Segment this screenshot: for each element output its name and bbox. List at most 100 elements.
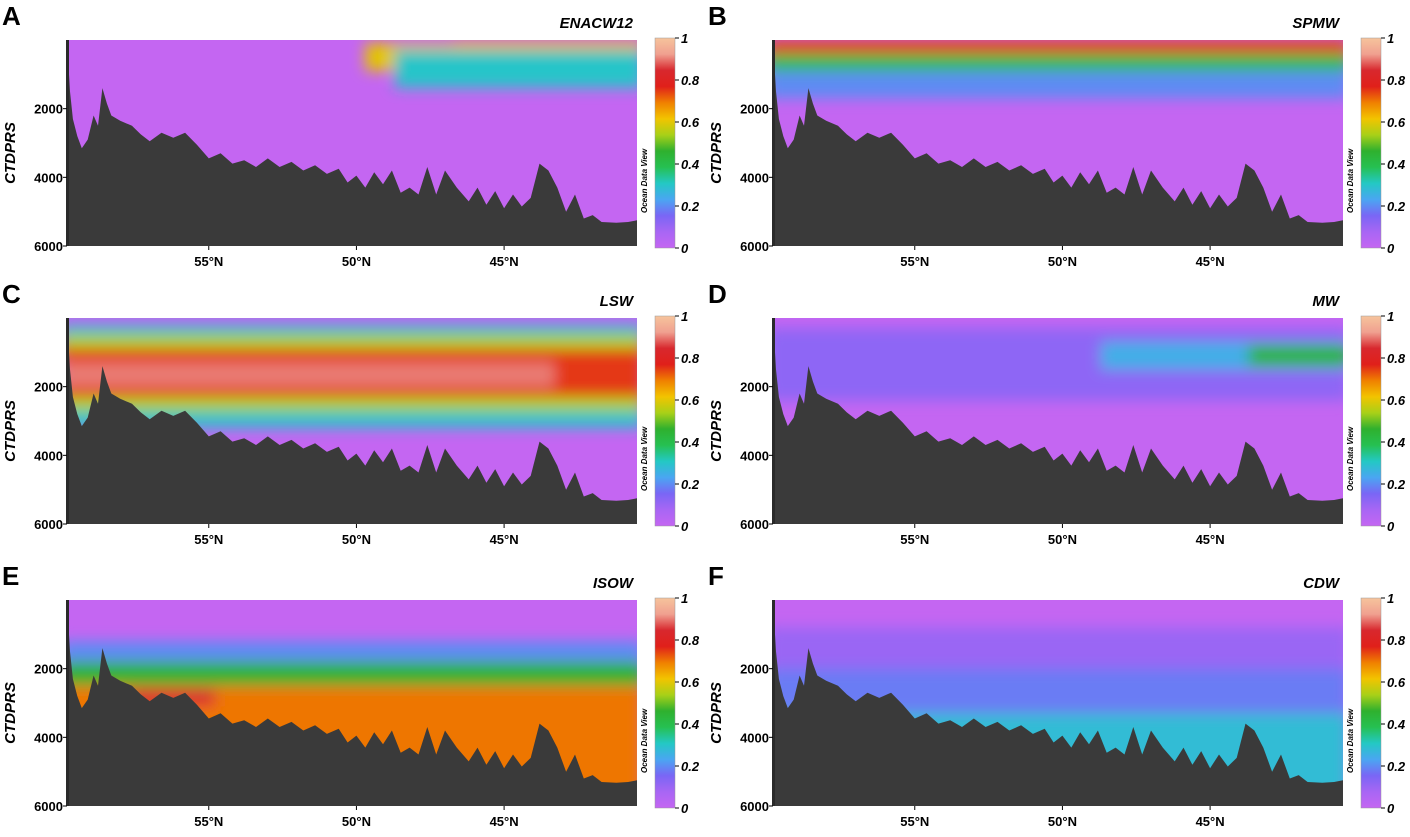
colorbar-tick-label: 0.4	[681, 157, 700, 172]
colorbar	[1360, 37, 1382, 249]
odv-watermark: Ocean Data View	[640, 426, 649, 491]
bathymetry	[67, 600, 637, 806]
x-tick-label: 45°N	[490, 814, 519, 829]
colorbar-tick-label: 0.2	[681, 759, 700, 774]
panel-title: MW	[1312, 293, 1340, 310]
y-tick-label: 4000	[34, 448, 63, 463]
colorbar-tick-label: 0.6	[1387, 393, 1406, 408]
colorbar-tick-label: 0.4	[1387, 157, 1406, 172]
y-axis-label: CTDPRS	[708, 400, 725, 462]
plot-left-edge	[772, 40, 775, 246]
colorbar-tick-label: 0.8	[1387, 351, 1406, 366]
colorbar-tick-label: 0.2	[681, 477, 700, 492]
y-axis-label: CTDPRS	[2, 400, 19, 462]
y-tick-label: 4000	[34, 170, 63, 185]
odv-watermark: Ocean Data View	[640, 148, 649, 213]
y-tick-label: 4000	[740, 448, 769, 463]
panel-letter: C	[2, 279, 21, 309]
colorbar-tick-label: 0.6	[1387, 675, 1406, 690]
panel-title: ENACW12	[560, 15, 634, 32]
odv-watermark: Ocean Data View	[1346, 708, 1355, 773]
panel-letter: F	[708, 561, 724, 591]
colorbar-tick-label: 0.2	[681, 199, 700, 214]
colorbar	[1360, 315, 1382, 527]
panel-letter: E	[2, 561, 19, 591]
y-tick-label: 4000	[740, 730, 769, 745]
x-tick-label: 50°N	[342, 814, 371, 829]
x-tick-label: 50°N	[342, 254, 371, 269]
colorbar-tick-label: 1	[1387, 591, 1394, 606]
field-bands	[773, 40, 1343, 99]
bathymetry	[67, 40, 637, 246]
y-axis-label: CTDPRS	[2, 122, 19, 184]
colorbar-tick-label: 1	[1387, 309, 1394, 324]
x-tick-label: 45°N	[490, 254, 519, 269]
x-tick-label: 55°N	[900, 532, 929, 547]
colorbar-tick-label: 0	[681, 801, 689, 816]
panel-a: A ENACW12 CTDPRS 2000 4000 6000 55°N 50°N 45°N Oc…	[2, 1, 700, 269]
colorbar-tick-label: 0.8	[681, 633, 700, 648]
x-tick-label: 55°N	[900, 814, 929, 829]
x-tick-label: 45°N	[1196, 254, 1225, 269]
y-tick-label: 2000	[34, 662, 63, 677]
plot-left-edge	[66, 600, 69, 806]
y-tick-label: 2000	[740, 102, 769, 117]
x-tick-label: 50°N	[342, 532, 371, 547]
colorbar-tick-label: 0.6	[1387, 115, 1406, 130]
colorbar-tick-label: 0	[681, 519, 689, 534]
y-tick-label: 6000	[740, 799, 769, 814]
plot-left-edge	[66, 318, 69, 524]
panel-c: C LSW CTDPRS 2000 4000 6000 55°N 50°N 45°N Ocean …	[2, 279, 700, 547]
colorbar-tick-label: 0.8	[1387, 633, 1406, 648]
bathymetry	[67, 318, 637, 524]
bathymetry	[773, 40, 1343, 246]
y-tick-label: 6000	[34, 799, 63, 814]
panel-d: D MW CTDPRS 2000 4000 6000 55°N 50°N 45°N Ocean D…	[708, 279, 1406, 547]
x-tick-label: 55°N	[194, 254, 223, 269]
panel-letter: B	[708, 1, 727, 31]
x-tick-label: 50°N	[1048, 532, 1077, 547]
plot-left-edge	[772, 600, 775, 806]
colorbar-tick-label: 1	[681, 31, 688, 46]
colorbar-tick-label: 0.2	[1387, 199, 1406, 214]
panel-title: SPMW	[1292, 15, 1341, 32]
colorbar-tick-label: 0	[1387, 519, 1395, 534]
colorbar-tick-label: 0.4	[681, 435, 700, 450]
colorbar-tick-label: 0.2	[1387, 477, 1406, 492]
colorbar	[654, 37, 676, 249]
odv-watermark: Ocean Data View	[640, 708, 649, 773]
x-tick-label: 45°N	[1196, 814, 1225, 829]
bathymetry	[773, 318, 1343, 524]
y-tick-label: 4000	[740, 170, 769, 185]
colorbar-tick-label: 0.8	[1387, 73, 1406, 88]
field-band-2	[773, 53, 1343, 75]
colorbar-tick-label: 0.6	[681, 393, 700, 408]
y-tick-label: 4000	[34, 730, 63, 745]
bathymetry	[773, 600, 1343, 806]
colorbar-tick-label: 0.8	[681, 73, 700, 88]
x-tick-label: 50°N	[1048, 814, 1077, 829]
y-tick-label: 2000	[34, 102, 63, 117]
colorbar-tick-label: 0.8	[681, 351, 700, 366]
panel-b: B SPMW CTDPRS 2000 4000 6000 55°N 50°N 45°N Ocean…	[708, 1, 1406, 269]
colorbar-tick-label: 0	[1387, 801, 1395, 816]
y-axis-label: CTDPRS	[708, 682, 725, 744]
field-band-3	[1248, 345, 1343, 367]
colorbar-tick-label: 1	[681, 309, 688, 324]
panel-title: LSW	[600, 293, 635, 310]
y-axis-label: CTDPRS	[2, 682, 19, 744]
colorbar	[1360, 597, 1382, 809]
y-tick-label: 6000	[34, 517, 63, 532]
colorbar-tick-label: 0	[1387, 241, 1395, 256]
y-tick-label: 2000	[740, 662, 769, 677]
panel-title: CDW	[1303, 575, 1341, 592]
y-axis-label: CTDPRS	[708, 122, 725, 184]
field-band-3	[773, 70, 1343, 99]
odv-watermark: Ocean Data View	[1346, 426, 1355, 491]
y-tick-label: 6000	[740, 517, 769, 532]
x-tick-label: 45°N	[490, 532, 519, 547]
plot-left-edge	[66, 40, 69, 246]
panel-letter: A	[2, 1, 21, 31]
field-band-1	[773, 40, 1343, 58]
